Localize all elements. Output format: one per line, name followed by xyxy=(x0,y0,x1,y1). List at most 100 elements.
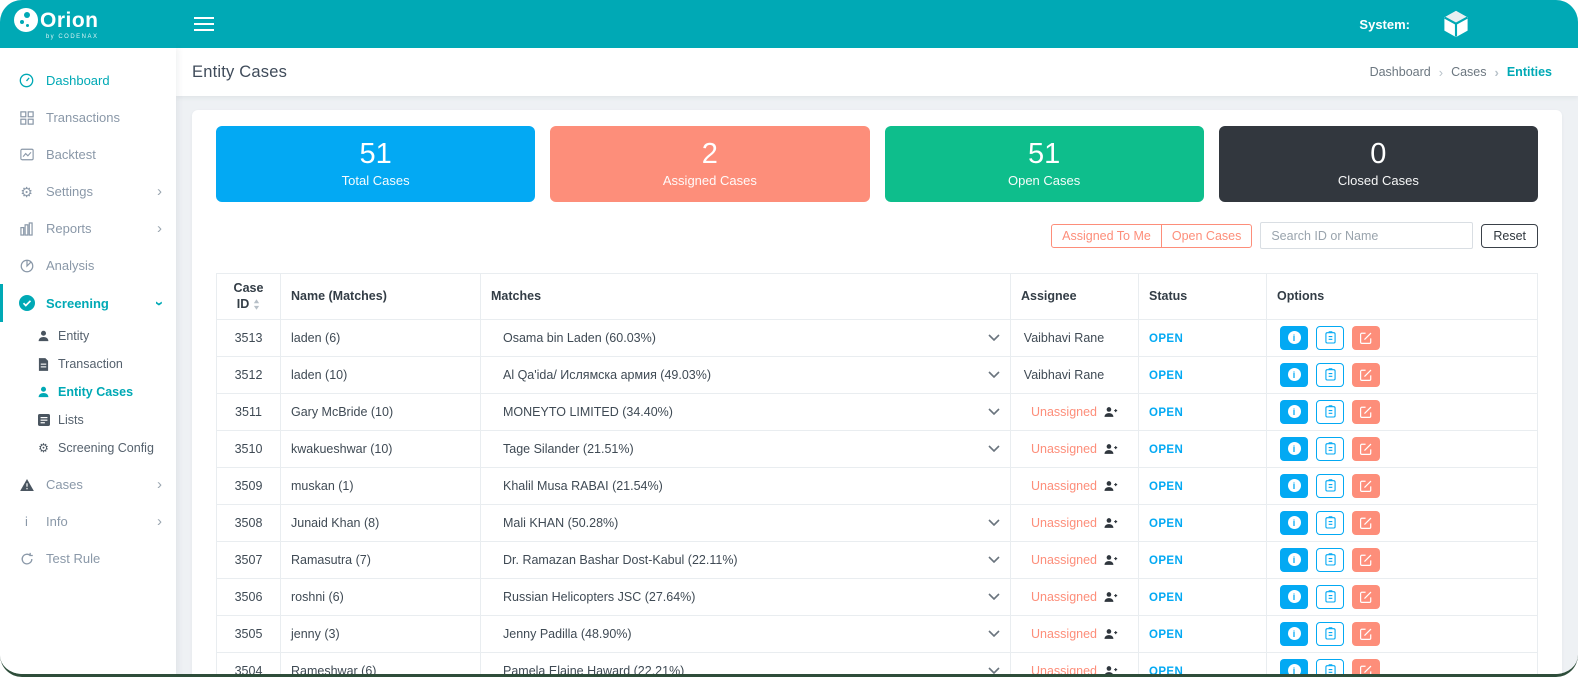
table-row[interactable]: 3510 kwakueshwar (10) Tage Silander (21.… xyxy=(216,429,1538,468)
edit-button[interactable] xyxy=(1352,325,1380,350)
sidebar-item-entity-cases[interactable]: Entity Cases xyxy=(0,378,176,406)
info-button[interactable]: i xyxy=(1280,584,1308,609)
brand-name: Orion xyxy=(40,8,99,32)
chevron-down-icon[interactable] xyxy=(988,371,1000,378)
edit-button[interactable] xyxy=(1352,436,1380,461)
sidebar-item-dashboard[interactable]: Dashboard xyxy=(0,62,176,99)
info-button[interactable]: i xyxy=(1280,399,1308,424)
info-button[interactable]: i xyxy=(1280,510,1308,535)
assignee-name: Unassigned xyxy=(1030,626,1097,641)
info-button[interactable]: i xyxy=(1280,621,1308,646)
sidebar-item-settings[interactable]: ⚙ Settings › xyxy=(0,173,176,210)
status-cell: OPEN xyxy=(1138,540,1267,579)
table-row[interactable]: 3504 Rameshwar (6) Pamela Elaine Haward … xyxy=(216,651,1538,674)
assign-user-icon[interactable] xyxy=(1104,443,1118,455)
breadcrumb-label: Cases xyxy=(1451,65,1487,79)
notes-button[interactable] xyxy=(1316,473,1344,498)
notes-button[interactable] xyxy=(1316,436,1344,461)
edit-button[interactable] xyxy=(1352,621,1380,646)
chevron-down-icon[interactable] xyxy=(988,519,1000,526)
assign-user-icon[interactable] xyxy=(1104,406,1118,418)
sidebar-item-screening-config[interactable]: ⚙ Screening Config xyxy=(0,434,176,462)
info-button[interactable]: i xyxy=(1280,547,1308,572)
notes-button[interactable] xyxy=(1316,658,1344,674)
assignee-name: Unassigned xyxy=(1030,515,1097,530)
gear-icon: ⚙ xyxy=(38,441,49,455)
edit-button[interactable] xyxy=(1352,547,1380,572)
assign-user-icon[interactable] xyxy=(1104,517,1118,529)
edit-button[interactable] xyxy=(1352,399,1380,424)
stat-label: Closed Cases xyxy=(1337,173,1419,188)
info-button[interactable]: i xyxy=(1280,362,1308,387)
system-cube-icon[interactable] xyxy=(1440,8,1472,40)
edit-button[interactable] xyxy=(1352,584,1380,609)
edit-button[interactable] xyxy=(1352,473,1380,498)
edit-icon xyxy=(1360,554,1372,566)
info-button[interactable]: i xyxy=(1280,658,1308,674)
reset-button[interactable]: Reset xyxy=(1481,223,1538,248)
case-id-cell: 3512 xyxy=(216,355,281,394)
notes-button[interactable] xyxy=(1316,362,1344,387)
assignee-name: Unassigned xyxy=(1030,404,1097,419)
search-input[interactable] xyxy=(1260,222,1474,249)
sidebar-item-backtest[interactable]: Backtest xyxy=(0,136,176,173)
breadcrumb-item[interactable]: › Cases xyxy=(1431,65,1487,80)
notes-button[interactable] xyxy=(1316,510,1344,535)
sidebar-item-cases[interactable]: Cases › xyxy=(0,466,176,503)
info-button[interactable]: i xyxy=(1280,473,1308,498)
table-row[interactable]: 3513 laden (6) Osama bin Laden (60.03%) xyxy=(216,318,1538,357)
sidebar-item-info[interactable]: i Info › xyxy=(0,503,176,540)
open-cases-button[interactable]: Open Cases xyxy=(1160,223,1253,248)
brand-logo[interactable]: Orion by CODENAX xyxy=(0,0,176,48)
chevron-down-icon[interactable] xyxy=(988,408,1000,415)
sidebar-item-transactions[interactable]: Transactions xyxy=(0,99,176,136)
chevron-down-icon[interactable] xyxy=(988,667,1000,674)
assign-user-icon[interactable] xyxy=(1104,628,1118,640)
edit-icon xyxy=(1360,591,1372,603)
table-row[interactable]: 3512 laden (10) Al Qa'ida/ Ислямска арми… xyxy=(216,355,1538,394)
sidebar-item-reports[interactable]: Reports › xyxy=(0,210,176,247)
chevron-down-icon[interactable] xyxy=(988,630,1000,637)
edit-button[interactable] xyxy=(1352,510,1380,535)
notes-button[interactable] xyxy=(1316,621,1344,646)
edit-button[interactable] xyxy=(1352,658,1380,674)
assign-user-icon[interactable] xyxy=(1104,665,1118,674)
table-row[interactable]: 3508 Junaid Khan (8) Mali KHAN (50.28%) xyxy=(216,503,1538,542)
sidebar-item-analysis[interactable]: Analysis xyxy=(0,247,176,284)
stat-value: 0 xyxy=(1370,138,1387,170)
assign-user-icon[interactable] xyxy=(1104,591,1118,603)
cases-table: Case ID Name (Matches) Matches Assignee … xyxy=(216,273,1538,674)
notes-button[interactable] xyxy=(1316,547,1344,572)
table-row[interactable]: 3509 muskan (1) Khalil Musa RABAI (21.54… xyxy=(216,466,1538,505)
chevron-down-icon[interactable] xyxy=(988,593,1000,600)
info-button[interactable]: i xyxy=(1280,325,1308,350)
edit-icon xyxy=(1360,628,1372,640)
sidebar-item-screening[interactable]: Screening › xyxy=(0,284,176,322)
sidebar-item-transaction[interactable]: Transaction xyxy=(0,350,176,378)
table-row[interactable]: 3507 Ramasutra (7) Dr. Ramazan Bashar Do… xyxy=(216,540,1538,579)
stat-card: 51 Open Cases xyxy=(884,126,1204,202)
table-row[interactable]: 3505 jenny (3) Jenny Padilla (48.90%) xyxy=(216,614,1538,653)
breadcrumb-item[interactable]: › Entities xyxy=(1487,65,1553,80)
assigned-to-me-button[interactable]: Assigned To Me xyxy=(1051,223,1162,248)
chevron-down-icon[interactable] xyxy=(988,445,1000,452)
chevron-down-icon[interactable] xyxy=(988,334,1000,341)
assign-user-icon[interactable] xyxy=(1104,554,1118,566)
table-row[interactable]: 3506 roshni (6) Russian Helicopters JSC … xyxy=(216,577,1538,616)
hamburger-menu-icon[interactable] xyxy=(194,17,214,31)
info-button[interactable]: i xyxy=(1280,436,1308,461)
assign-user-icon[interactable] xyxy=(1104,480,1118,492)
sidebar-item-test-rule[interactable]: Test Rule xyxy=(0,540,176,577)
notes-button[interactable] xyxy=(1316,399,1344,424)
edit-button[interactable] xyxy=(1352,362,1380,387)
sidebar-item-label: Screening xyxy=(46,295,109,311)
notes-button[interactable] xyxy=(1316,584,1344,609)
chevron-down-icon[interactable] xyxy=(988,556,1000,563)
notes-button[interactable] xyxy=(1316,325,1344,350)
sidebar-item-lists[interactable]: Lists xyxy=(0,406,176,434)
sidebar-item-label: Backtest xyxy=(46,147,96,162)
sort-icon[interactable] xyxy=(253,299,260,311)
table-row[interactable]: 3511 Gary McBride (10) MONEYTO LIMITED (… xyxy=(216,392,1538,431)
sidebar-item-entity[interactable]: Entity xyxy=(0,322,176,350)
breadcrumb-item[interactable]: ›Dashboard xyxy=(1370,65,1431,79)
